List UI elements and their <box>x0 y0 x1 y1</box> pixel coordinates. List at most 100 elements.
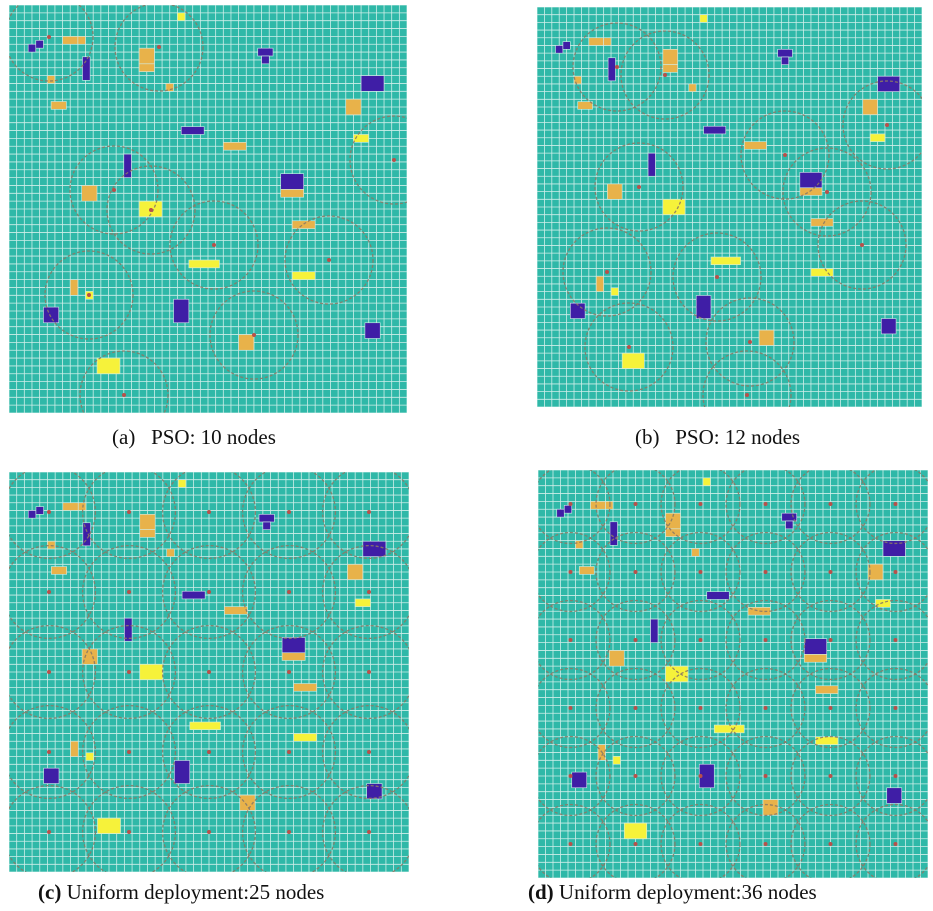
sensor-node <box>122 393 126 397</box>
coverage-circle <box>782 147 872 237</box>
obstacle-cell <box>345 98 362 116</box>
coverage-circle <box>209 290 299 380</box>
obstacle-cell <box>224 606 248 615</box>
obstacle-cell <box>82 522 91 547</box>
obstacle-cell <box>174 760 191 784</box>
caption-b: (b) PSO: 12 nodes <box>635 425 800 450</box>
obstacle-cell <box>262 521 271 530</box>
obstacle-cell <box>706 591 730 600</box>
coverage-circle <box>705 297 795 387</box>
obstacle-cell <box>165 83 174 92</box>
coverage-circle <box>241 624 337 720</box>
obstacle-cell <box>139 664 164 680</box>
obstacle-cell <box>238 334 255 351</box>
panel-c <box>9 472 409 872</box>
coverage-circle <box>81 544 177 640</box>
sensor-node <box>698 842 703 846</box>
obstacle-cell <box>744 141 767 150</box>
coverage-circle <box>790 735 871 817</box>
coverage-circle <box>790 531 871 613</box>
sensor-nodes-d <box>538 470 928 878</box>
caption-d-label: (d) <box>528 880 554 904</box>
grid-lines-a <box>9 5 407 413</box>
coverage-circle <box>725 735 806 817</box>
obstacle-cell <box>803 654 828 663</box>
obstacle-cell <box>703 125 727 135</box>
sensor-node <box>87 293 91 297</box>
obstacle-cell <box>815 736 839 745</box>
coverage-circle <box>725 803 806 878</box>
sensor-node <box>763 842 768 846</box>
obstacle-cell <box>647 152 656 177</box>
caption-b-text: PSO: 12 nodes <box>675 425 801 449</box>
coverage-circle <box>620 30 710 120</box>
deployment-map-c <box>9 472 409 872</box>
coverage-circle <box>161 472 257 560</box>
sensor-node <box>698 706 703 710</box>
sensor-node <box>633 774 638 778</box>
sensor-node <box>745 393 749 397</box>
coverage-circle <box>672 232 762 322</box>
sensor-node <box>47 830 51 834</box>
obstacle-cell <box>81 185 98 202</box>
sensor-node <box>893 774 898 778</box>
sensor-node <box>828 502 833 506</box>
sensor-node <box>748 340 752 344</box>
coverage-circle <box>9 5 94 82</box>
obstacle-cell <box>762 799 779 816</box>
obstacle-cell <box>590 501 606 510</box>
sensor-node <box>287 590 291 594</box>
sensor-node <box>127 510 131 514</box>
coverage-circle <box>284 215 374 305</box>
sensor-node <box>367 510 371 514</box>
obstacle-cell <box>180 126 205 135</box>
obstacle-cell <box>69 279 79 296</box>
obstacle-cell <box>181 590 206 600</box>
obstacles-b <box>555 14 901 369</box>
obstacle-cell <box>81 648 98 665</box>
obstacle-cell <box>758 329 775 346</box>
obstacle-cell <box>257 47 274 57</box>
coverage-circle <box>79 350 169 413</box>
obstacle-cell <box>650 618 659 643</box>
obstacle-cell <box>662 64 678 73</box>
obstacle-cell <box>609 521 618 546</box>
sensor-node <box>392 158 396 162</box>
obstacle-cell <box>123 153 132 178</box>
coverage-circle <box>538 531 611 613</box>
coverage-circle <box>595 599 676 681</box>
obstacle-cell <box>699 14 708 23</box>
sensor-node <box>568 638 573 642</box>
sensor-node <box>605 270 609 274</box>
sensor-node <box>763 774 768 778</box>
coverage-circle <box>9 784 97 872</box>
coverage-circle <box>538 735 611 817</box>
obstacle-cell <box>189 721 221 730</box>
obstacle-cell <box>595 275 604 292</box>
sensor-node <box>287 670 291 674</box>
sensor-node <box>828 774 833 778</box>
sensor-node <box>47 590 51 594</box>
coverage-circle <box>595 803 676 878</box>
coverage-circle <box>725 599 806 681</box>
deployment-map-d <box>538 470 928 878</box>
coverage-circle <box>81 472 177 560</box>
obstacle-cell <box>223 142 247 151</box>
coverage-circle <box>855 803 928 878</box>
coverage-circle <box>790 803 871 878</box>
obstacle-cell <box>688 83 697 92</box>
coverage-circle <box>81 704 177 800</box>
coverage-circle <box>595 735 676 817</box>
obstacle-cell <box>97 817 121 834</box>
obstacle-cell <box>563 505 573 514</box>
obstacle-cell <box>166 548 175 557</box>
sensor-node <box>763 502 768 506</box>
coverage-circle <box>595 667 676 749</box>
obstacle-cell <box>869 133 886 142</box>
sensor-node <box>287 830 291 834</box>
obstacle-cell <box>347 564 364 580</box>
obstacle-cell <box>280 189 304 198</box>
obstacle-cell <box>556 508 565 518</box>
obstacle-cell <box>713 724 745 734</box>
coverage-circle <box>725 667 806 749</box>
